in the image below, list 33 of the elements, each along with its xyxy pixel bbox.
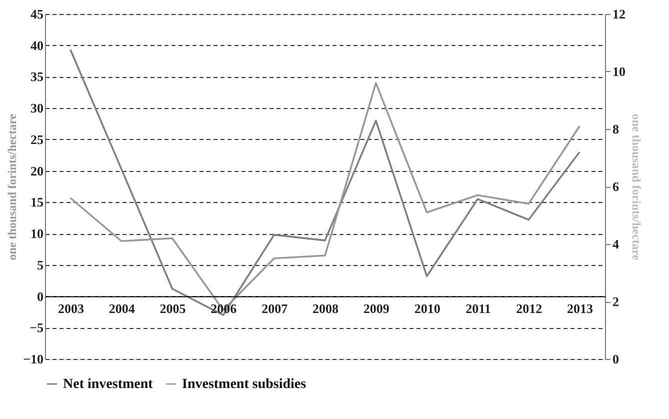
x-tick-label: 2011 (466, 300, 491, 316)
y-tick-label: 20 (30, 163, 44, 178)
y-tick-label: 25 (30, 132, 44, 147)
legend-label: Investment subsidies (182, 377, 307, 392)
y-tick-label: 10 (30, 226, 44, 242)
y2-tick-label: 4 (612, 236, 620, 252)
legend-label: Net investment (63, 377, 154, 392)
x-tick-label: 2010 (414, 300, 440, 316)
y2-tick-label: 12 (612, 6, 626, 22)
y-tick-label: 35 (30, 69, 44, 84)
x-tick-label: 2009 (363, 300, 390, 316)
y-tick-label: 0 (37, 288, 44, 304)
y-tick-label: 30 (30, 100, 44, 116)
x-tick-label: 2003 (58, 300, 84, 316)
y-tick-label: 45 (30, 6, 44, 22)
x-tick-label: 2013 (567, 300, 594, 316)
y-axis-title: one thousand forints/hectare (5, 113, 20, 260)
y-tick-label: 40 (30, 38, 44, 53)
y2-axis-title: one thousand forints/hectare (630, 114, 644, 261)
x-tick-label: 2005 (160, 300, 186, 316)
x-tick-label: 2004 (108, 300, 136, 316)
y-tick-label: 5 (37, 257, 44, 272)
y2-tick-label: 6 (612, 179, 620, 194)
y2-tick-label: 0 (612, 352, 619, 366)
y2-tick-label: 8 (612, 122, 620, 136)
x-tick-label: 2007 (262, 300, 288, 316)
x-tick-label: 2008 (312, 300, 339, 316)
y-tick-label: 15 (30, 194, 44, 210)
y2-tick-label: 2 (612, 294, 619, 309)
y2-tick-label: 10 (612, 64, 626, 79)
y-tick-label: −5 (30, 320, 44, 336)
y-tick-label: −10 (23, 352, 44, 366)
x-tick-label: 2012 (516, 300, 542, 316)
